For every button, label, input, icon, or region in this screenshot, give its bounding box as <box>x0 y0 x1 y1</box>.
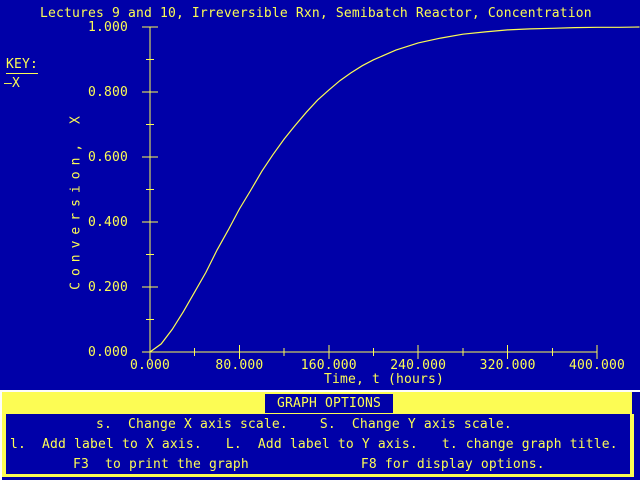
option-line-function-keys: F3 to print the graph F8 for display opt… <box>73 457 545 472</box>
x-axis-label: Time, t (hours) <box>324 372 444 387</box>
panel-header-title: GRAPH OPTIONS <box>265 394 393 413</box>
chart-title: Lectures 9 and 10, Irreversible Rxn, Sem… <box>40 6 592 21</box>
y-tick-label: 1.000 <box>88 20 128 35</box>
option-line-axis-scale: s. Change X axis scale. S. Change Y axis… <box>96 417 512 432</box>
x-tick-label: 160.000 <box>300 358 357 373</box>
x-tick-label: 400.000 <box>569 358 625 373</box>
series-curve-X <box>149 26 640 353</box>
y-tick-label: 0.000 <box>88 345 128 360</box>
panel-border-bottom <box>2 474 634 477</box>
y-tick-label: 0.400 <box>88 215 128 230</box>
panel-border-left <box>2 414 6 477</box>
x-tick-label: 240.000 <box>390 358 447 373</box>
panel-left-highlight-line <box>0 390 2 480</box>
plot-canvas <box>142 26 640 359</box>
plot-area: 1.000 0.800 0.600 0.400 0.200 0.000 0.000 80.00… <box>88 20 640 373</box>
x-tick-label: 80.000 <box>215 358 264 373</box>
panel-border-right <box>630 414 634 477</box>
option-line-axis-labels: l. Add label to X axis. L. Add label to … <box>10 437 618 452</box>
panel-top-highlight-line <box>0 390 640 392</box>
x-tick-label: 0.000 <box>130 358 170 373</box>
legend-key-heading: KEY: <box>6 57 38 74</box>
y-tick-label: 0.600 <box>88 150 128 165</box>
legend-series-x: —X <box>4 76 20 91</box>
y-tick-label: 0.200 <box>88 280 128 295</box>
y-tick-label: 0.800 <box>88 85 128 100</box>
x-tick-label: 320.000 <box>479 358 536 373</box>
